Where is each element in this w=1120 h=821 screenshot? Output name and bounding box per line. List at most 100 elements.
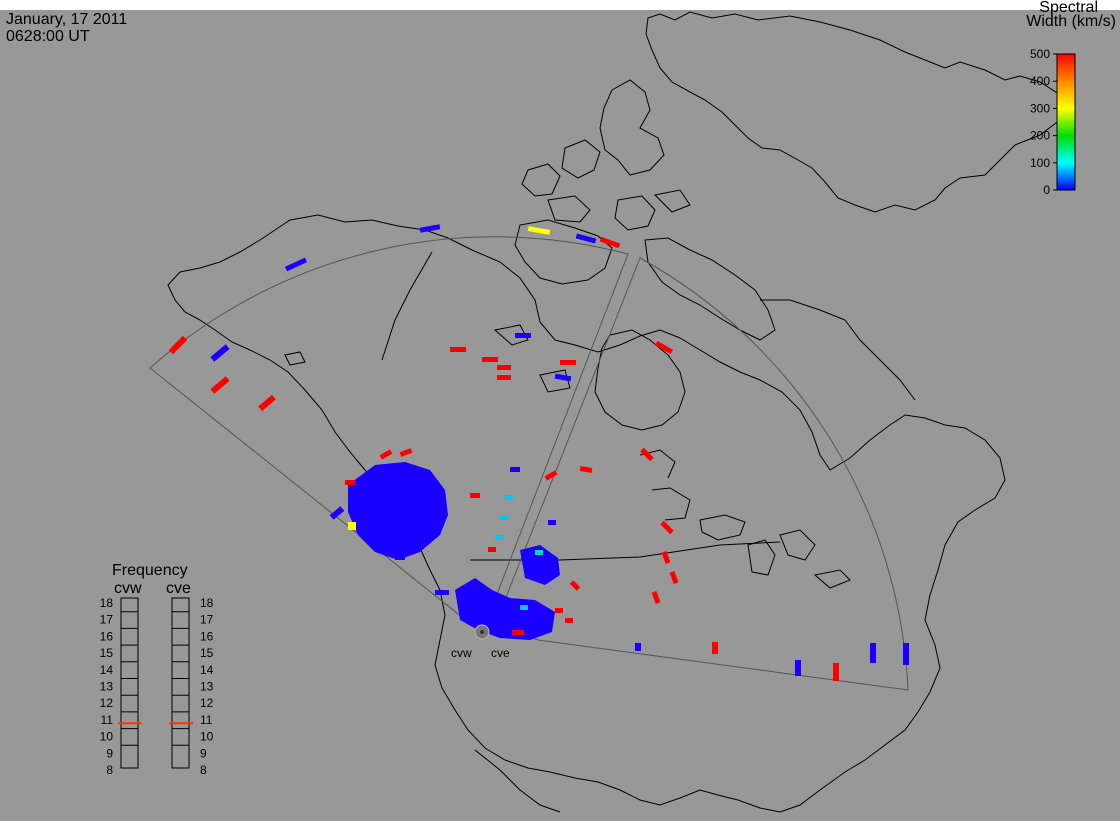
echo-cell (210, 376, 230, 394)
frequency-tick-label: 12 (200, 696, 214, 710)
echo-cell (575, 233, 597, 244)
colorbar-tick-label: 100 (1030, 156, 1050, 170)
mexico-coast (474, 749, 561, 813)
echo-cell (379, 449, 393, 460)
colorbar-title-line2: Width (km/s) (1026, 13, 1116, 30)
echo-cell (569, 580, 581, 591)
echo-cell (399, 448, 413, 457)
frequency-radar-label-cvw: cvw (114, 580, 142, 597)
echo-cell (527, 226, 551, 235)
frequency-tick-label: 16 (200, 629, 214, 643)
frequency-tick-label: 17 (200, 613, 214, 627)
colorbar-tick-label: 400 (1030, 74, 1050, 88)
colorbar-ticks: 500 400 300 200 100 0 (1030, 47, 1057, 197)
arctic-island (614, 195, 656, 231)
echo-cluster (348, 462, 448, 560)
echo-cell (348, 522, 356, 530)
echo-cell (497, 365, 511, 370)
echo-cell (284, 257, 308, 272)
echo-cell (544, 470, 558, 481)
echo-cell (560, 360, 576, 365)
hudson-bay (594, 329, 686, 431)
echo-cell (654, 340, 674, 355)
header: January, 17 2011 0628:00 UT (6, 11, 127, 45)
echo-cell (470, 493, 480, 498)
lake-huron (779, 529, 816, 561)
frequency-tick-label: 15 (100, 646, 114, 660)
echo-cell (651, 591, 661, 604)
fov-cve (494, 257, 909, 691)
frequency-tick-label: 9 (200, 746, 207, 760)
map-background (0, 10, 1120, 821)
arctic-island (561, 139, 601, 179)
echo-cell (510, 467, 520, 472)
echo-cell (555, 608, 563, 613)
radar-site-center (480, 630, 484, 634)
frequency-tick-label: 14 (200, 663, 214, 677)
frequency-tick-label: 16 (100, 629, 114, 643)
echo-cell (661, 551, 671, 564)
frequency-tick-label: 11 (200, 713, 213, 727)
arctic-island (653, 189, 691, 213)
colorbar-tick-label: 300 (1030, 101, 1050, 115)
frequency-tick-label: 18 (200, 596, 214, 610)
echo-cell (395, 555, 405, 560)
time-label: 0628:00 UT (6, 28, 90, 45)
echo-cell (258, 394, 276, 412)
echo-cell (712, 642, 718, 654)
colorbar-tick-label: 200 (1030, 129, 1050, 143)
echo-cluster (455, 578, 555, 640)
colorbar-tick-label: 0 (1043, 183, 1050, 197)
echo-cluster (520, 545, 560, 585)
echo-cell (599, 236, 621, 249)
arctic-islands-north (599, 79, 665, 176)
lake-winnipeg (639, 449, 676, 479)
echo-cell (512, 630, 524, 635)
frequency-tick-label: 8 (200, 763, 207, 777)
frequency-column-cve (171, 597, 190, 769)
echo-cell (345, 480, 355, 485)
lake-superior (699, 514, 746, 541)
colorbar-gradient (1056, 53, 1076, 191)
echo-cell (640, 447, 654, 462)
alaska-canada-border (381, 251, 433, 361)
frequency-tick-label: 10 (200, 730, 214, 744)
frequency-tick-label: 13 (200, 680, 214, 694)
echo-cell (210, 344, 230, 362)
echo-cell (565, 618, 573, 623)
radar-sites: cvw cve (451, 624, 510, 660)
coastlines (167, 11, 1066, 813)
greenland-coastline (645, 11, 1066, 213)
echo-cell (505, 495, 513, 500)
frequency-tick-label: 10 (100, 730, 114, 744)
radar-site-label-cvw: cvw (451, 646, 472, 660)
echo-cell (548, 520, 556, 525)
echo-cell (520, 605, 528, 610)
arctic-island (547, 195, 591, 223)
lake-erie (813, 569, 851, 589)
echo-cell (450, 347, 466, 352)
frequency-tick-label: 17 (100, 613, 114, 627)
labrador-coast (760, 299, 916, 401)
frequency-radar-label-cve: cve (166, 580, 191, 597)
lake-michigan (747, 539, 776, 576)
echo-cell (795, 660, 801, 676)
frequency-ticks: 18 18 17 17 16 16 15 15 14 14 13 13 12 12 11 11 10 10 9 9 8 8 (100, 596, 214, 777)
radar-fields-of-view (149, 236, 909, 691)
frequency-tick-label: 8 (106, 763, 113, 777)
fov-cvw (149, 236, 629, 634)
frequency-tick-label: 11 (101, 713, 114, 727)
frequency-tick-label: 15 (200, 646, 214, 660)
echo-cell (488, 547, 496, 552)
echo-cell (669, 571, 679, 584)
island (284, 351, 306, 366)
north-america-coastline (167, 214, 1006, 813)
frequency-tick-label: 9 (106, 746, 113, 760)
frequency-panel: Frequency cvw cve 18 18 17 17 16 16 15 15 14 14 13… (100, 562, 214, 777)
echo-cell (168, 335, 188, 355)
radar-site-label-cve: cve (491, 646, 510, 660)
echo-cell (482, 357, 498, 362)
victoria-island (514, 219, 613, 285)
scatter-echoes (168, 224, 909, 681)
